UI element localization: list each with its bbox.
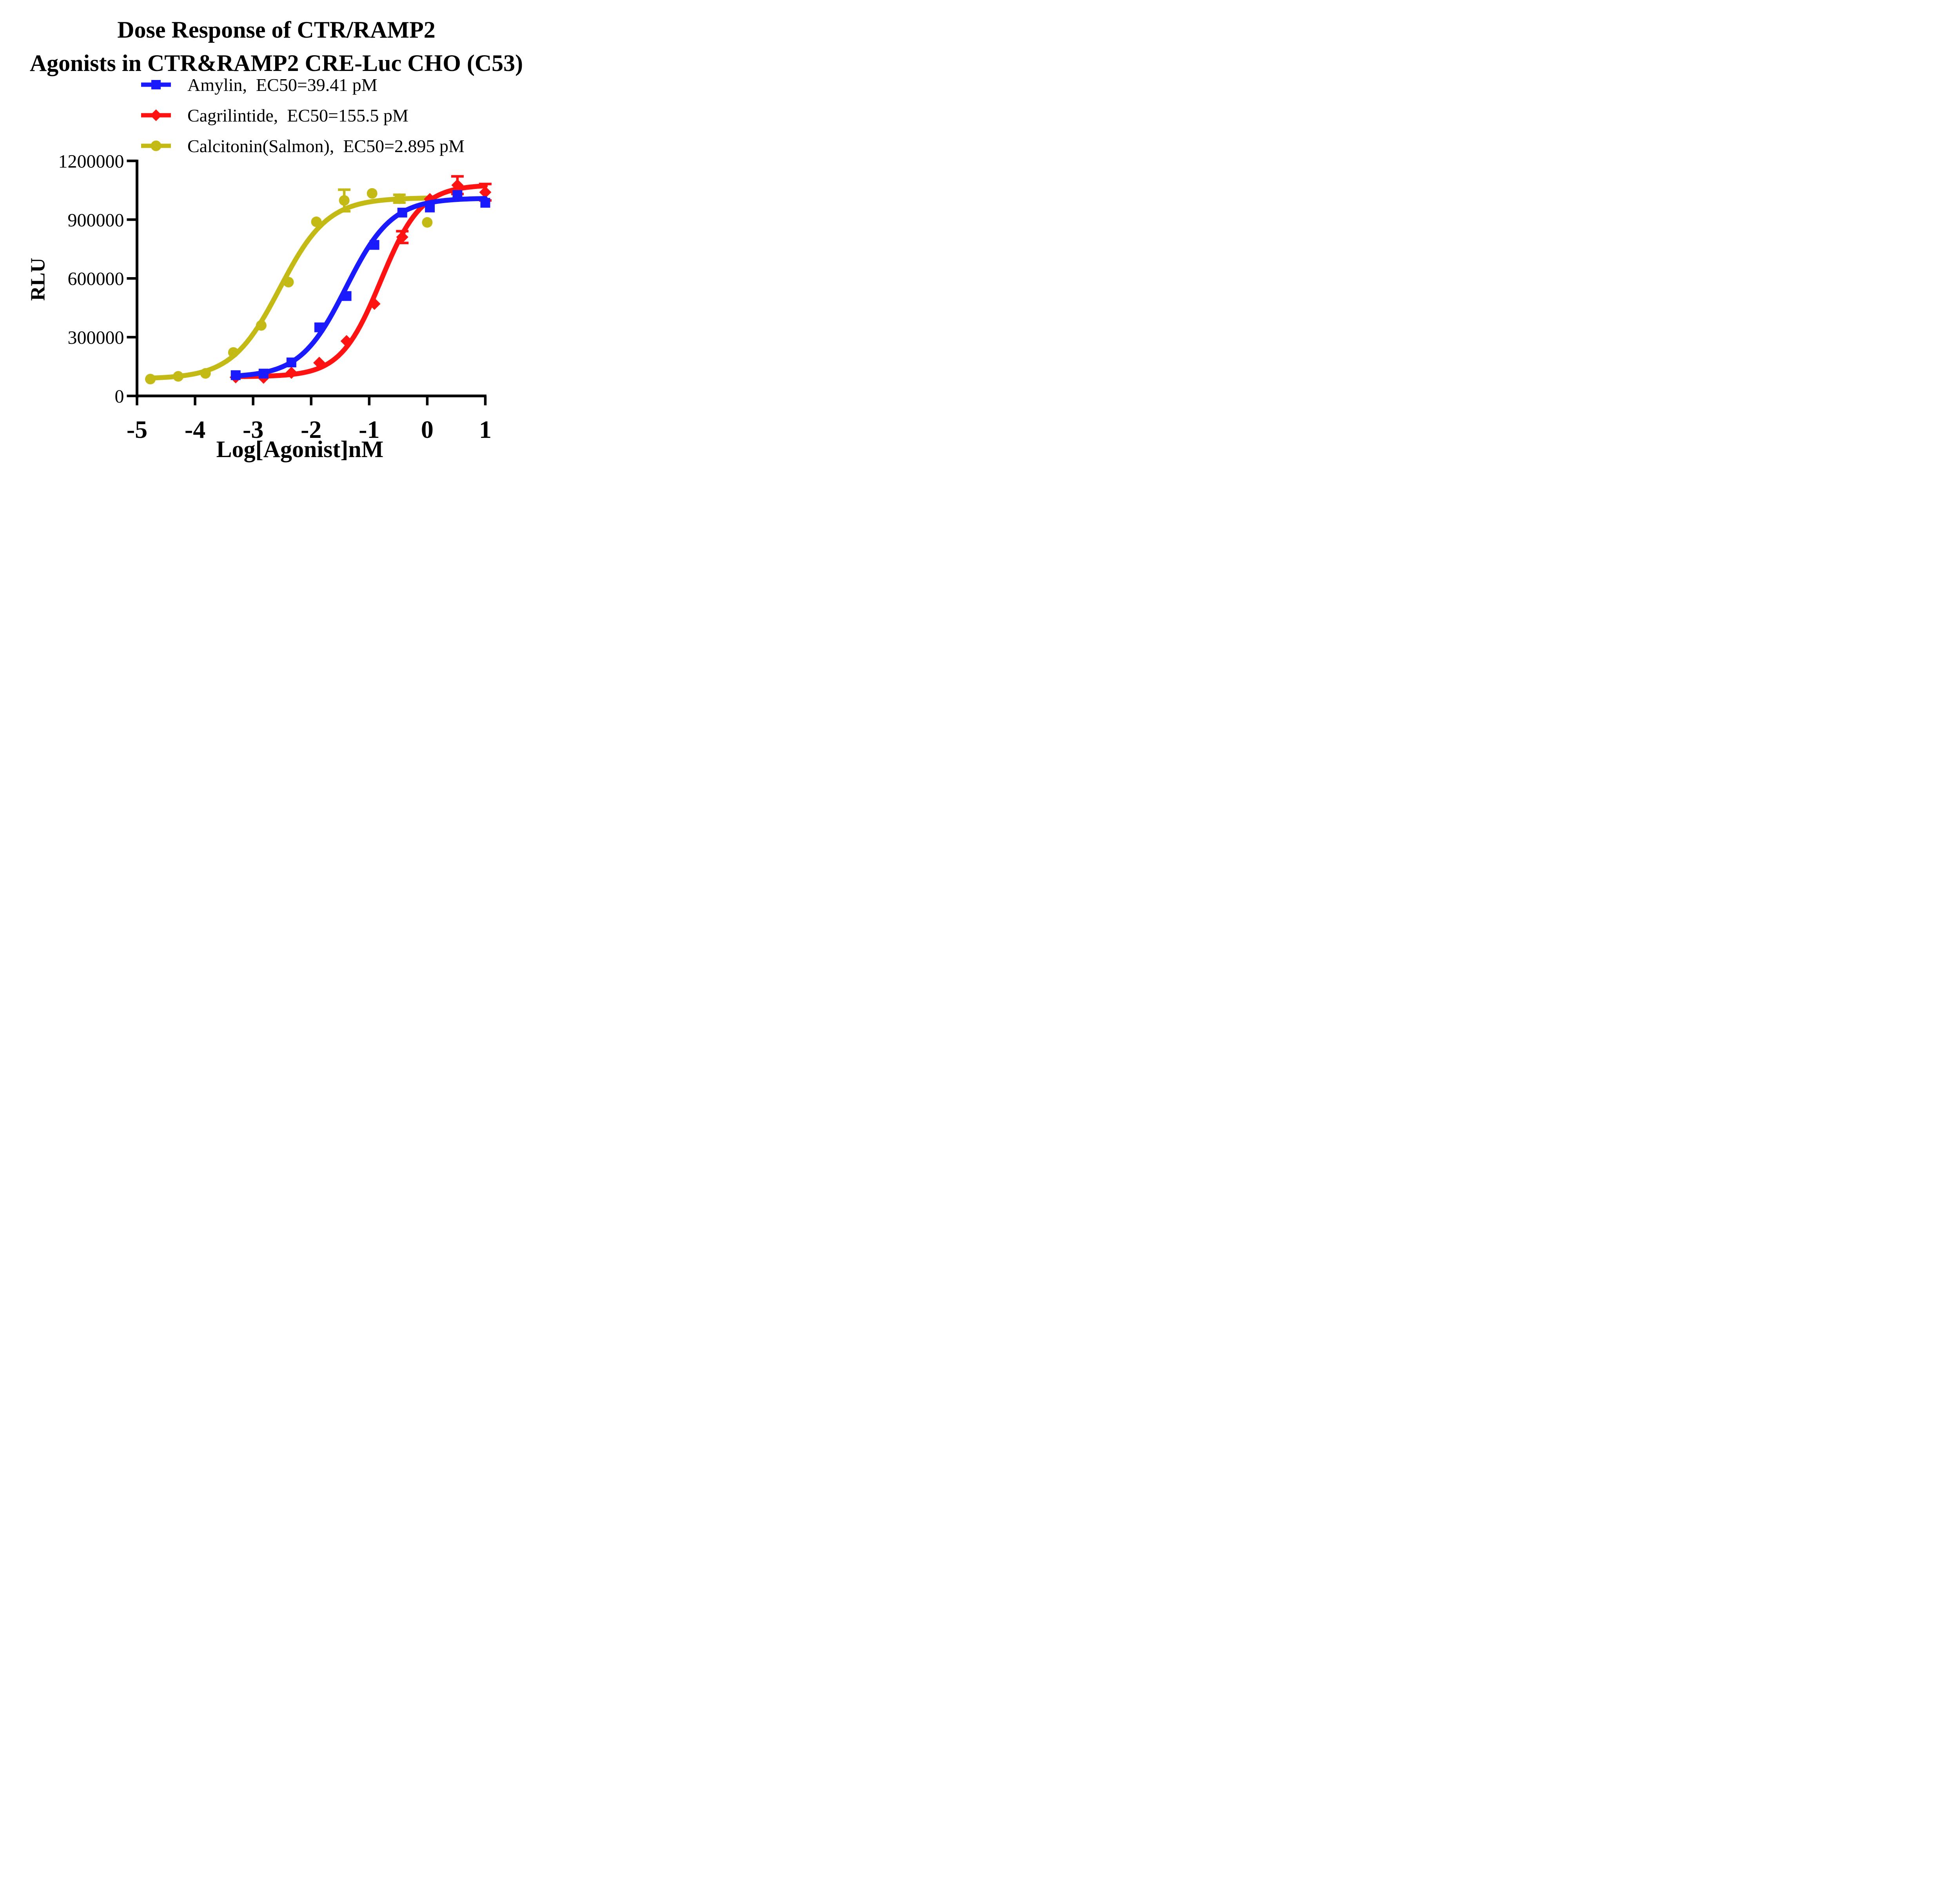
amylin-fit-curve: [233, 196, 488, 379]
x-tick-label: 1: [479, 416, 492, 443]
x-tick-label: 0: [421, 416, 434, 443]
legend-row-calcitonin: Calcitonin(Salmon), EC50=2.895 pM: [140, 135, 465, 157]
dose-response-plot: 0 300000 600000 900000 1200000 -5 -4 -3 -2 -1 0 1: [58, 151, 492, 443]
dose-response-figure: Dose Response of CTR/RAMP2 Agonists in C…: [0, 0, 550, 476]
x-axis: [136, 394, 487, 405]
y-axis: [127, 160, 138, 398]
axes: [127, 160, 487, 405]
calcitonin-fit-curve: [148, 196, 430, 381]
chart-title-line1: Dose Response of CTR/RAMP2: [117, 17, 436, 43]
x-tick-label: -3: [243, 416, 263, 443]
y-tick-label: 0: [115, 386, 124, 407]
legend-row-cagrilintide: Cagrilintide, EC50=155.5 pM: [140, 104, 408, 126]
y-tick-labels: 0 300000 600000 900000 1200000: [58, 151, 124, 407]
legend-label-calcitonin: Calcitonin(Salmon), EC50=2.895 pM: [187, 136, 465, 156]
y-tick-label: 900000: [68, 210, 124, 230]
x-tick-label: -4: [185, 416, 205, 443]
x-tick-label: -1: [359, 416, 379, 443]
legend-diamond-icon: [141, 109, 171, 121]
x-tick-labels: -5 -4 -3 -2 -1 0 1: [127, 416, 492, 443]
chart-title: Dose Response of CTR/RAMP2 Agonists in C…: [8, 13, 545, 80]
series-calcitonin: [145, 188, 433, 385]
legend-square-icon: [141, 80, 171, 89]
y-tick-label: 1200000: [58, 151, 124, 172]
series-amylin: [230, 190, 490, 380]
y-tick-label: 600000: [68, 269, 124, 289]
y-tick-label: 300000: [68, 327, 124, 348]
legend-circle-icon: [141, 140, 171, 151]
legend-label-cagrilintide: Cagrilintide, EC50=155.5 pM: [187, 105, 408, 125]
chart-title-line2: Agonists in CTR&RAMP2 CRE-Luc CHO (C53): [29, 50, 523, 76]
legend-row-amylin: Amylin, EC50=39.41 pM: [140, 74, 377, 96]
series-cagrilintide: [229, 175, 492, 384]
x-axis-label: Log[Agonist]nM: [216, 436, 384, 462]
cagrilintide-fit-curve: [233, 183, 488, 379]
x-tick-label: -5: [127, 416, 147, 443]
x-tick-label: -2: [301, 416, 321, 443]
legend-label-amylin: Amylin, EC50=39.41 pM: [187, 74, 377, 95]
